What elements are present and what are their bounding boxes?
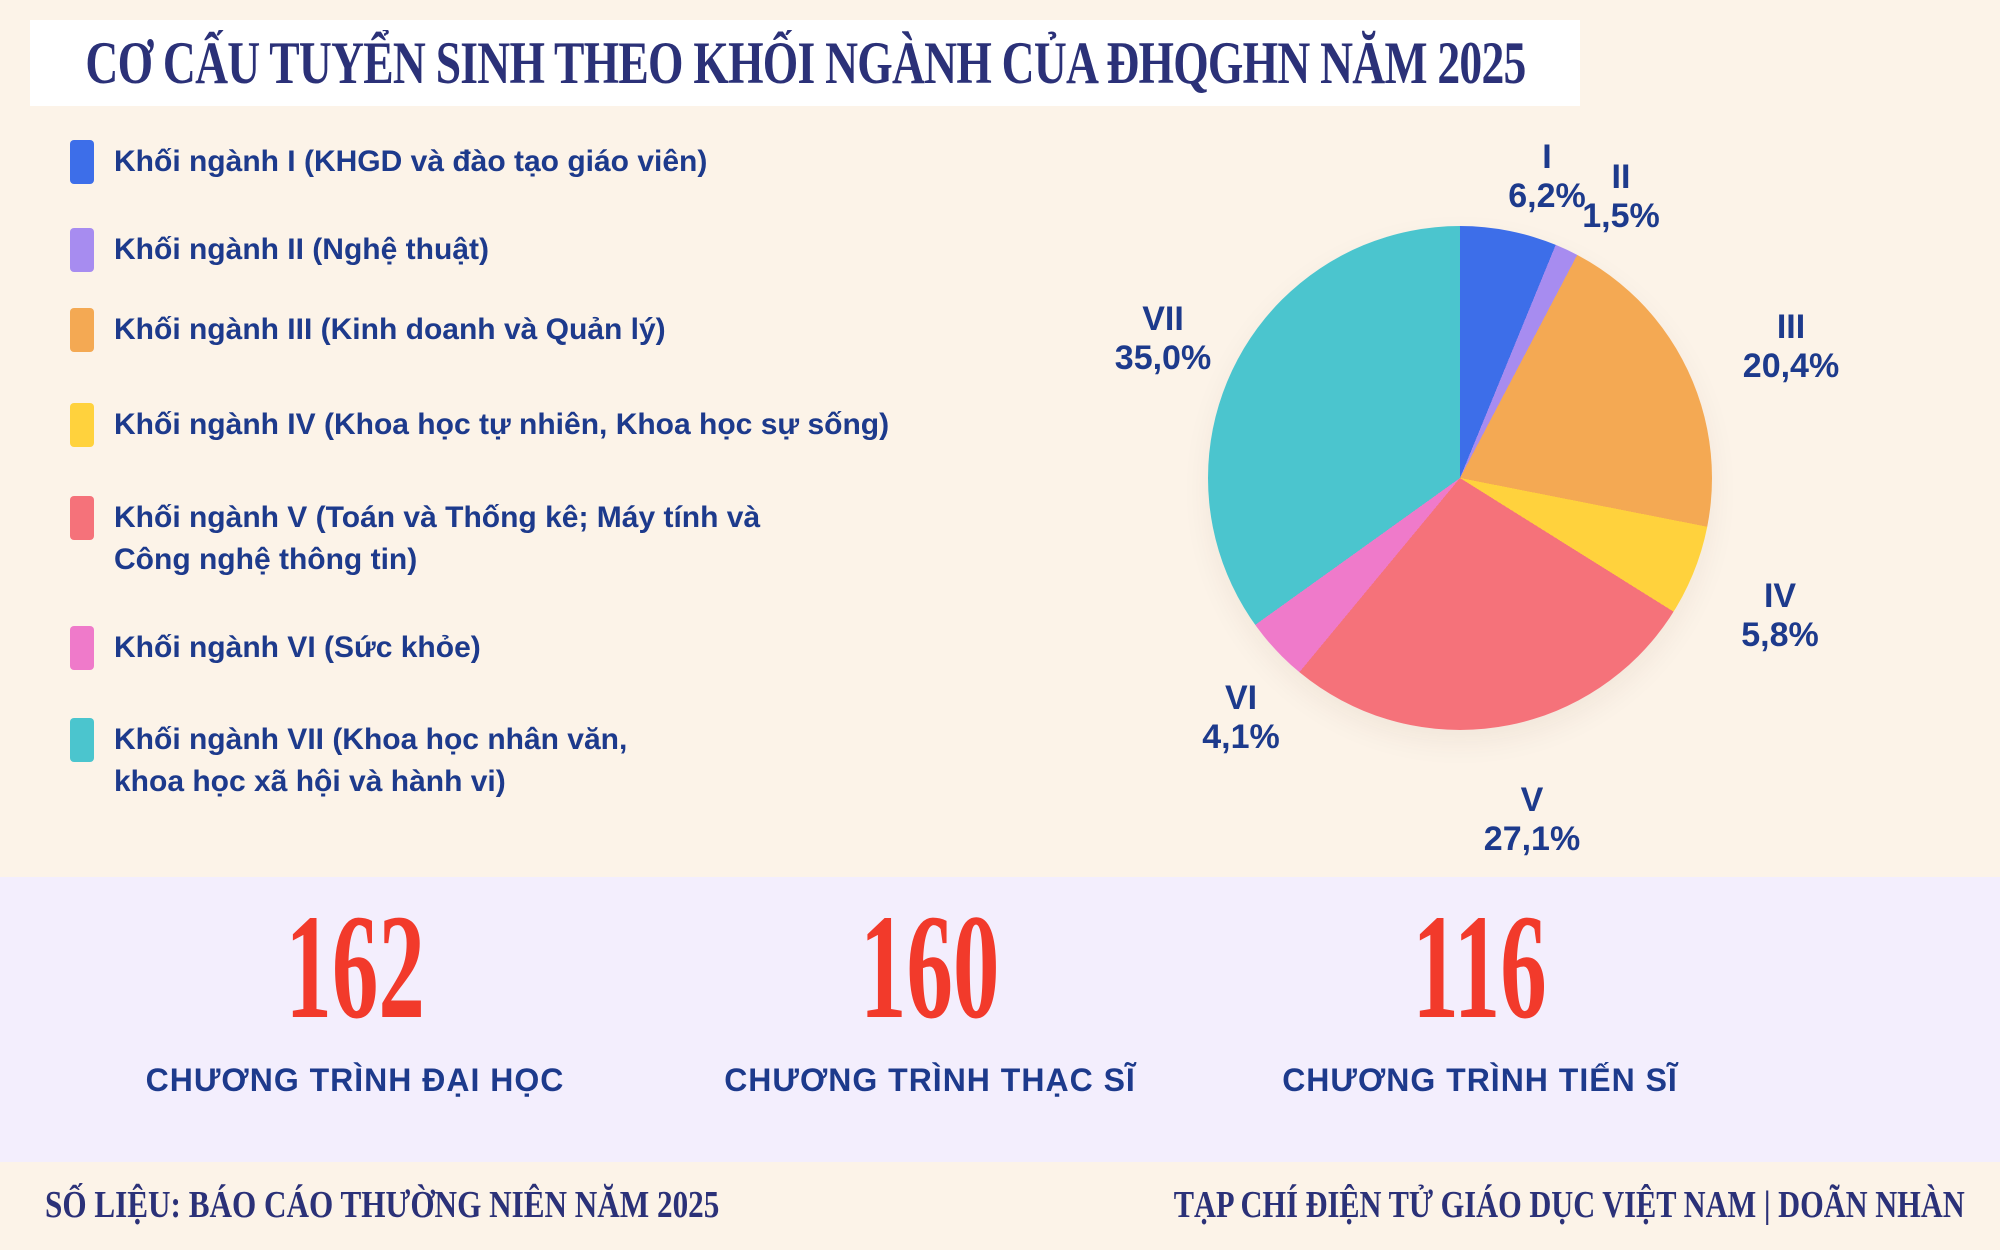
pie-slice-label-ii: II 1,5% (1582, 158, 1660, 236)
slice-roman-i: I (1542, 138, 1552, 176)
pie-slice-label-v: V 27,1% (1484, 781, 1580, 859)
legend-swatch-vii (70, 718, 94, 762)
legend-label-iv: Khối ngành IV (Khoa học tự nhiên, Khoa h… (114, 408, 890, 441)
slice-percent-iii: 20,4% (1742, 347, 1840, 385)
legend-label-vii: Khối ngành VII (Khoa học nhân văn, khoa … (114, 723, 628, 798)
slice-percent-v: 27,1% (1483, 820, 1581, 858)
slice-roman-vii: VII (1142, 300, 1184, 338)
page-title: CƠ CẤU TUYỂN SINH THEO KHỐI NGÀNH CỦA ĐH… (84, 29, 1526, 96)
stat-value-master: 160 (860, 884, 1000, 1050)
legend-swatch-iv (70, 403, 94, 447)
slice-roman-iv: IV (1763, 577, 1797, 615)
stat-number-wrap: 162 (146, 892, 565, 1042)
slice-percent-ii: 1,5% (1582, 197, 1660, 235)
legend-swatch-i (70, 140, 94, 184)
legend-swatch-vi (70, 626, 94, 670)
pie-slice-label-iv: IV 5,8% (1741, 577, 1819, 655)
legend-item-iv: Khối ngành IV (Khoa học tự nhiên, Khoa h… (70, 403, 889, 447)
slice-roman-ii: II (1611, 158, 1631, 196)
stat-number-wrap: 160 (724, 892, 1136, 1042)
stat-label-master: CHƯƠNG TRÌNH THẠC SĨ (724, 1062, 1136, 1098)
pie-slice-label-vi: VI 4,1% (1202, 679, 1280, 757)
legend-item-vi: Khối ngành VI (Sức khỏe) (70, 626, 481, 670)
legend-swatch-ii (70, 228, 94, 272)
stat-number-wrap: 116 (1282, 892, 1678, 1042)
slice-roman-v: V (1520, 781, 1544, 819)
legend-item-ii: Khối ngành II (Nghệ thuật) (70, 228, 489, 272)
pie-slice-label-iii: III 20,4% (1743, 308, 1839, 386)
slice-roman-iii: III (1776, 308, 1806, 346)
legend-label-v: Khối ngành V (Toán và Thống kê; Máy tính… (114, 501, 761, 576)
pie-chart (1208, 226, 1712, 730)
legend-label-vi: Khối ngành VI (Sức khỏe) (114, 631, 481, 664)
legend-label-i: Khối ngành I (KHGD và đào tạo giáo viên) (114, 145, 708, 178)
stat-value-doctoral: 116 (1412, 884, 1548, 1050)
title-band: CƠ CẤU TUYỂN SINH THEO KHỐI NGÀNH CỦA ĐH… (30, 20, 1580, 106)
legend-label-ii: Khối ngành II (Nghệ thuật) (114, 233, 489, 266)
slice-percent-vi: 4,1% (1202, 718, 1280, 756)
legend-item-v: Khối ngành V (Toán và Thống kê; Máy tính… (70, 496, 760, 581)
legend-label-iii: Khối ngành III (Kinh doanh và Quản lý) (114, 313, 666, 346)
stat-label-undergrad: CHƯƠNG TRÌNH ĐẠI HỌC (145, 1062, 565, 1098)
pie-slice-label-i: I 6,2% (1508, 138, 1586, 216)
legend-item-iii: Khối ngành III (Kinh doanh và Quản lý) (70, 308, 666, 352)
legend-swatch-iii (70, 308, 94, 352)
stat-label-doctoral: CHƯƠNG TRÌNH TIẾN SĨ (1282, 1062, 1678, 1098)
stat-card-master: 160 CHƯƠNG TRÌNH THẠC SĨ (724, 892, 1136, 1099)
footer-source: SỐ LIỆU: BÁO CÁO THƯỜNG NIÊN NĂM 2025 (45, 1184, 720, 1226)
stats-band: 162 CHƯƠNG TRÌNH ĐẠI HỌC 160 CHƯƠNG TRÌN… (0, 877, 2000, 1162)
stat-value-undergrad: 162 (285, 884, 425, 1050)
footer-credit: TẠP CHÍ ĐIỆN TỬ GIÁO DỤC VIỆT NAM | DOÃN… (1174, 1184, 1965, 1226)
slice-percent-i: 6,2% (1508, 177, 1586, 215)
pie-slice-label-vii: VII 35,0% (1115, 300, 1211, 378)
slice-percent-vii: 35,0% (1114, 339, 1212, 377)
legend-swatch-v (70, 496, 94, 540)
slice-roman-vi: VI (1224, 679, 1258, 717)
slice-percent-iv: 5,8% (1741, 616, 1819, 654)
stat-card-undergrad: 162 CHƯƠNG TRÌNH ĐẠI HỌC (146, 892, 565, 1099)
stat-card-doctoral: 116 CHƯƠNG TRÌNH TIẾN SĨ (1282, 892, 1678, 1099)
legend-item-i: Khối ngành I (KHGD và đào tạo giáo viên) (70, 140, 707, 184)
legend-item-vii: Khối ngành VII (Khoa học nhân văn, khoa … (70, 718, 627, 803)
